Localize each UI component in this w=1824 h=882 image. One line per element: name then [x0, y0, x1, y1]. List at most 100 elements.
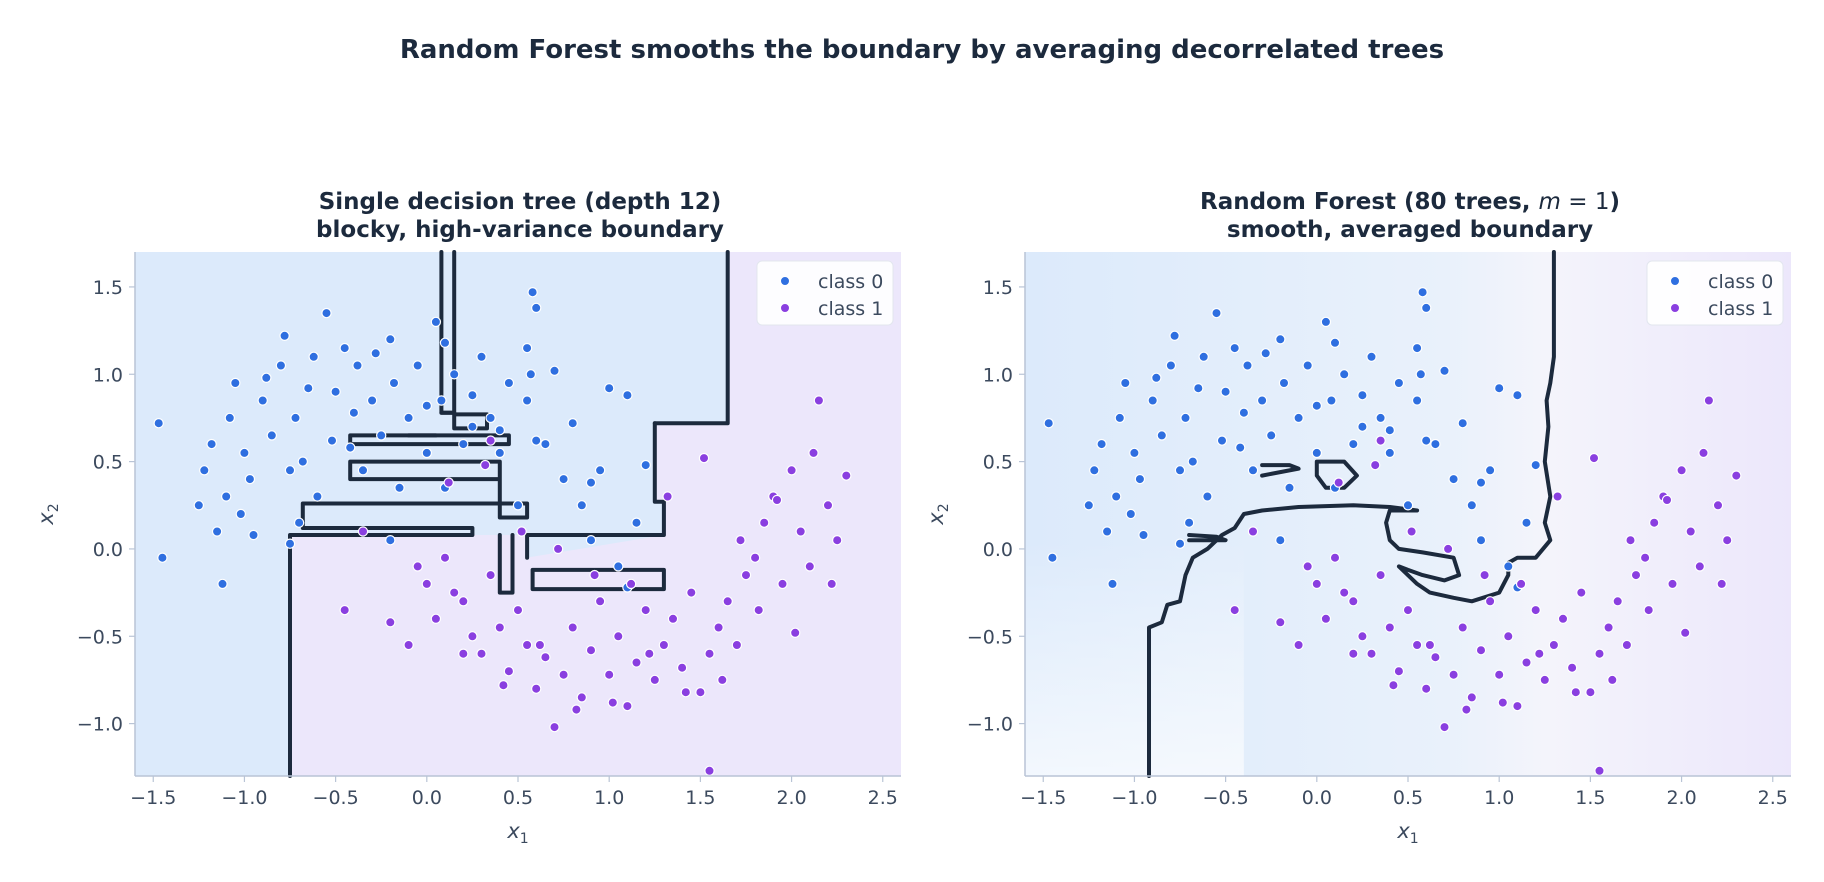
class0-point	[1174, 538, 1186, 549]
class1-point	[1320, 613, 1332, 625]
class0-point	[297, 456, 308, 467]
class0-point	[458, 438, 469, 450]
class0-point	[1120, 377, 1131, 389]
class1-point	[1648, 517, 1660, 528]
class1-point	[503, 666, 515, 677]
class1-point	[804, 561, 816, 572]
class0-point	[261, 372, 272, 383]
class1-point	[1369, 459, 1381, 471]
class0-point	[576, 500, 588, 511]
class0-point	[494, 425, 505, 436]
class0-point	[1503, 561, 1514, 572]
class1-point	[458, 596, 469, 607]
class1-point	[1557, 613, 1569, 625]
class0-point	[1521, 517, 1532, 528]
class1-point	[1275, 617, 1286, 628]
class0-point	[540, 438, 551, 450]
legend: class 0 class 1	[1646, 260, 1784, 326]
class0-point	[531, 435, 542, 446]
y-tick-label: 0.0	[983, 539, 1013, 561]
decision-boundary-segment	[1314, 459, 1359, 490]
class0-point	[1512, 390, 1523, 401]
class1-point	[571, 704, 582, 715]
class1-point	[1457, 622, 1468, 633]
class1-point	[1694, 561, 1706, 572]
class0-point	[1348, 438, 1359, 450]
legend-box	[756, 260, 894, 326]
class0-point	[366, 395, 378, 406]
class0-point	[394, 482, 405, 493]
class1-point	[1685, 526, 1696, 537]
y-tick-label: −0.5	[967, 626, 1013, 648]
class1-point	[1603, 622, 1614, 633]
class0-point	[1265, 430, 1277, 441]
class1-point	[576, 692, 588, 703]
class0-point	[257, 395, 268, 406]
class1-point	[552, 543, 564, 555]
class0-point	[1402, 500, 1414, 511]
class1-point	[1698, 447, 1709, 459]
class0-point	[1366, 351, 1377, 362]
class1-point	[777, 578, 788, 590]
class0-point	[1475, 535, 1487, 546]
class1-point	[1348, 596, 1359, 607]
class0-point	[157, 552, 168, 563]
class1-point	[339, 604, 350, 616]
left-panel: Single decision tree (depth 12) blocky, …	[34, 189, 901, 847]
class1-point	[1293, 639, 1304, 651]
class0-point	[1234, 442, 1246, 453]
legend-marker-class0	[1669, 275, 1681, 287]
class1-point	[534, 639, 546, 651]
class1-point	[749, 552, 761, 563]
class0-point	[206, 438, 217, 450]
class0-point	[531, 302, 542, 314]
y-tick-label: 0.0	[93, 539, 123, 561]
class0-point	[199, 465, 210, 476]
class0-point	[1311, 447, 1323, 459]
class1-point	[667, 613, 679, 625]
class1-point	[589, 569, 600, 581]
class0-point	[1107, 578, 1118, 590]
class0-point	[1260, 348, 1271, 359]
class1-point	[467, 631, 478, 642]
class1-point	[640, 604, 651, 616]
class1-point	[604, 669, 615, 680]
class0-point	[153, 418, 164, 429]
class1-point	[567, 622, 578, 633]
class1-point	[1703, 395, 1715, 406]
class0-point	[1114, 412, 1126, 424]
class1-point	[1311, 578, 1323, 590]
class0-point	[494, 447, 505, 459]
class1-point	[1475, 645, 1487, 656]
class1-point	[1643, 604, 1654, 616]
class1-point	[613, 631, 624, 642]
class0-point	[220, 491, 232, 502]
class1-point	[594, 596, 606, 607]
class0-point	[1320, 316, 1332, 328]
class0-point	[1357, 390, 1368, 401]
class0-point	[1096, 438, 1107, 450]
class1-point	[771, 494, 783, 506]
class1-point	[498, 680, 509, 691]
class1-point	[512, 604, 524, 616]
class0-point	[388, 377, 400, 389]
y-tick-label: 1.0	[983, 364, 1013, 386]
legend-marker-class1	[779, 302, 791, 314]
class1-point	[1484, 596, 1496, 607]
class0-point	[436, 395, 447, 406]
class1-point	[1512, 700, 1523, 712]
class1-point	[1594, 648, 1605, 659]
class0-point	[1151, 372, 1162, 383]
class0-point	[308, 351, 319, 362]
class0-point	[1134, 473, 1146, 485]
x-tick-label: 0.0	[1302, 787, 1332, 809]
class1-point	[1585, 687, 1596, 698]
class1-point	[1588, 452, 1600, 464]
class1-point	[485, 435, 496, 446]
class1-point	[1731, 470, 1742, 481]
right-panel-title-line1: Random Forest (80 trees, m = 1)	[1200, 189, 1620, 215]
class1-point	[1521, 657, 1532, 668]
class0-point	[549, 365, 560, 376]
x-tick-label: −0.5	[313, 787, 359, 809]
